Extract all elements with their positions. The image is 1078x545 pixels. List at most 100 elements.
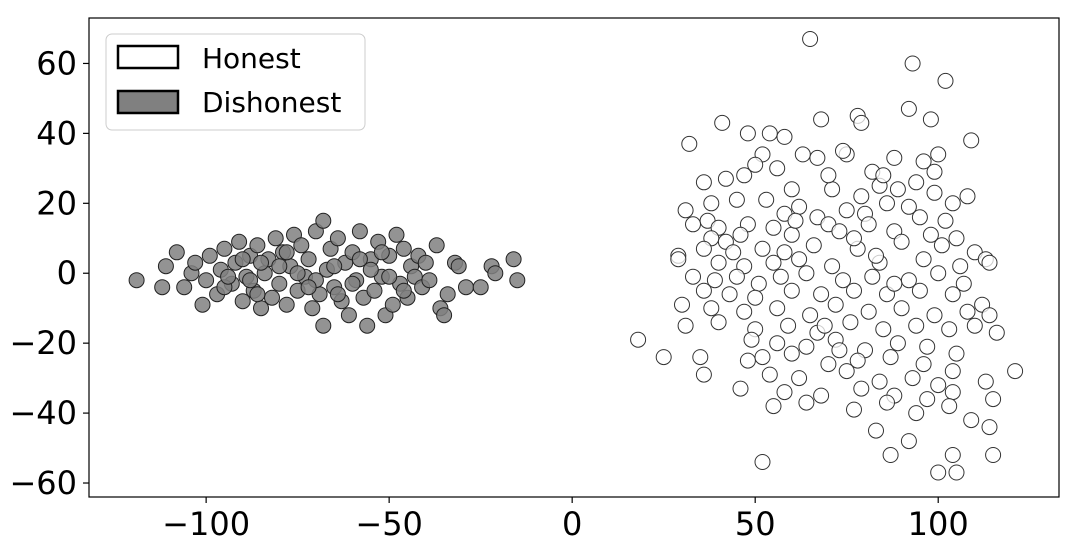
point-honest-147: [915, 356, 932, 373]
y-tick-label-1: −40: [9, 394, 77, 432]
point-honest-146: [882, 349, 899, 366]
point-honest-35: [889, 181, 906, 198]
point-honest-25: [926, 163, 943, 180]
point-honest-94: [864, 268, 881, 285]
point-honest-139: [655, 349, 672, 366]
point-honest-180: [930, 464, 947, 481]
point-honest-69: [754, 240, 771, 257]
point-honest-159: [776, 384, 793, 401]
point-honest-116: [926, 307, 943, 324]
point-honest-165: [985, 391, 1002, 408]
point-honest-93: [835, 272, 851, 289]
point-honest-151: [761, 366, 778, 383]
point-honest-127: [941, 321, 958, 338]
point-dishonest-25: [267, 230, 284, 247]
point-dishonest-75: [458, 279, 474, 296]
point-honest-178: [985, 447, 1002, 463]
point-honest-106: [944, 286, 961, 303]
point-honest-37: [728, 191, 745, 208]
point-dishonest-15: [231, 233, 248, 250]
point-honest-114: [860, 303, 877, 320]
point-dishonest-4: [176, 279, 193, 296]
point-dishonest-6: [187, 254, 204, 271]
point-honest-101: [783, 282, 800, 299]
point-dishonest-94: [329, 286, 346, 303]
axes-frame: [88, 17, 1060, 498]
point-honest-5: [813, 111, 830, 128]
point-dishonest-68: [421, 272, 438, 289]
point-honest-157: [977, 373, 994, 390]
point-honest-41: [879, 195, 895, 212]
point-honest-40: [791, 198, 808, 215]
point-honest-173: [981, 419, 998, 436]
point-honest-148: [944, 363, 961, 380]
point-honest-44: [677, 202, 694, 219]
point-honest-39: [853, 188, 870, 205]
point-dishonest-78: [487, 265, 504, 282]
point-honest-137: [919, 338, 936, 355]
point-honest-85: [952, 258, 969, 275]
point-honest-8: [853, 114, 870, 131]
point-honest-84: [915, 251, 932, 268]
point-honest-160: [813, 387, 830, 404]
point-dishonest-32: [293, 237, 310, 254]
point-honest-124: [842, 314, 859, 331]
point-honest-62: [831, 223, 848, 240]
point-dishonest-61: [395, 240, 412, 257]
point-honest-155: [904, 370, 921, 387]
point-honest-103: [846, 282, 862, 299]
point-dishonest-38: [315, 212, 332, 229]
y-tick-label-2: −20: [9, 324, 77, 362]
point-dishonest-72: [439, 286, 456, 303]
point-honest-128: [966, 317, 983, 334]
point-honest-15: [915, 153, 932, 170]
points-layer: [128, 31, 1024, 481]
point-dishonest-46: [340, 307, 357, 324]
point-honest-109: [703, 300, 720, 317]
point-honest-6: [714, 114, 731, 131]
point-honest-88: [706, 272, 723, 289]
point-honest-163: [919, 391, 936, 408]
point-honest-77: [670, 251, 687, 268]
point-honest-154: [871, 373, 888, 390]
point-honest-90: [750, 275, 767, 292]
point-honest-50: [685, 216, 701, 233]
point-honest-115: [893, 300, 910, 317]
point-honest-56: [911, 209, 928, 226]
x-tick-label-0: −100: [162, 505, 250, 543]
point-dishonest-8: [198, 272, 215, 289]
point-honest-126: [908, 317, 925, 334]
point-honest-176: [882, 447, 899, 463]
point-honest-117: [959, 303, 976, 320]
point-honest-150: [695, 366, 712, 383]
point-honest-53: [765, 219, 782, 236]
point-dishonest-34: [300, 251, 317, 268]
point-honest-96: [930, 265, 947, 282]
point-honest-105: [911, 282, 928, 299]
point-honest-111: [769, 300, 786, 317]
point-dishonest-58: [384, 296, 401, 313]
point-honest-140: [692, 349, 709, 366]
point-dishonest-84: [271, 258, 288, 275]
point-dishonest-92: [278, 244, 295, 261]
point-dishonest-53: [366, 282, 383, 299]
point-honest-161: [853, 380, 870, 397]
point-honest-187: [886, 275, 903, 292]
point-honest-4: [922, 111, 939, 128]
point-honest-3: [900, 100, 917, 117]
point-honest-86: [981, 254, 998, 271]
point-honest-31: [926, 184, 943, 201]
point-honest-98: [695, 282, 712, 299]
point-dishonest-26: [271, 275, 288, 292]
point-honest-145: [849, 352, 866, 369]
point-honest-92: [798, 265, 815, 282]
point-honest-81: [791, 251, 808, 268]
point-honest-78: [710, 254, 727, 271]
point-dishonest-39: [315, 317, 332, 334]
point-dishonest-20: [249, 237, 266, 254]
point-dishonest-1: [154, 279, 171, 296]
point-honest-185: [846, 230, 862, 247]
point-honest-158: [732, 380, 749, 397]
legend-swatch-honest: [116, 44, 180, 70]
point-dishonest-83: [253, 254, 269, 271]
